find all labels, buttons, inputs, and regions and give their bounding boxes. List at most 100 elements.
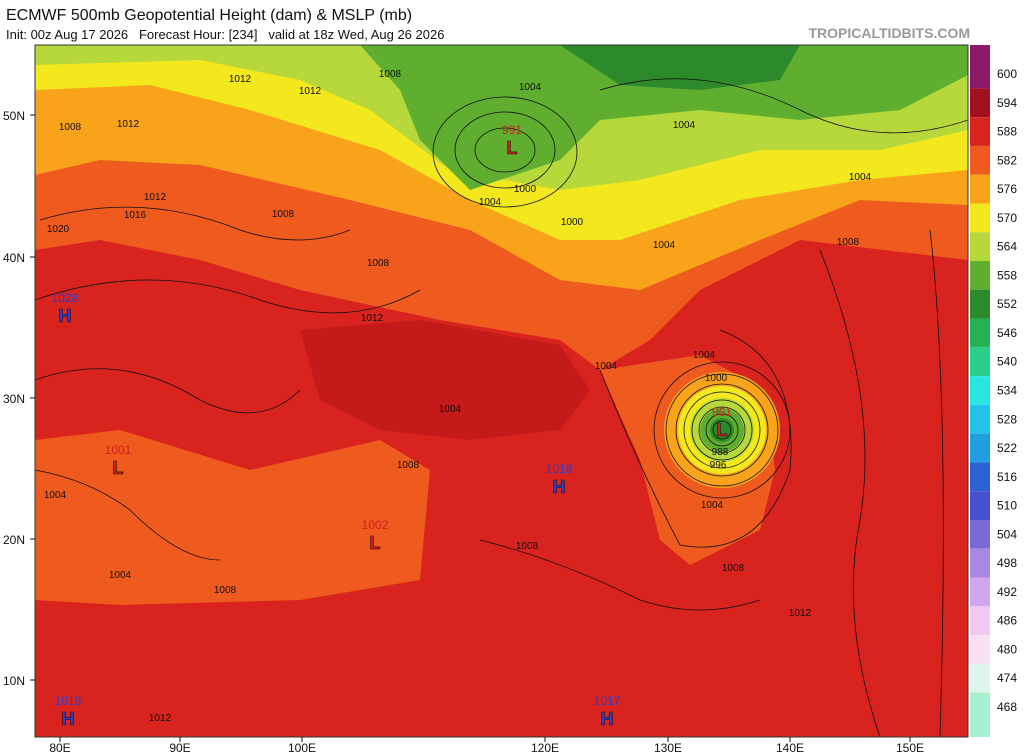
map <box>35 45 968 737</box>
isobar-label: 1008 <box>379 69 402 80</box>
band-558 <box>360 45 968 190</box>
colorbar-label: 570 <box>997 211 1017 225</box>
center-pressure: 961 <box>712 405 732 419</box>
colorbar-swatch <box>970 88 990 118</box>
isobar-label: 1004 <box>44 490 67 501</box>
center-letter: L <box>507 138 518 158</box>
isobar-label: 1012 <box>361 313 384 324</box>
colorbar-swatch <box>970 635 990 664</box>
center-letter: H <box>62 709 75 729</box>
isobar-label: 1012 <box>789 608 812 619</box>
isobar-label: 1012 <box>299 86 322 97</box>
isobar-label: 1000 <box>561 217 584 228</box>
subtitle: Init: 00z Aug 17 2026 Forecast Hour: [23… <box>6 27 444 42</box>
lon-label: 140E <box>776 741 804 755</box>
colorbar-label: 540 <box>997 355 1017 369</box>
colorbar-label: 504 <box>997 527 1017 541</box>
map-labels: 50N 40N 30N 20N 10N 80E 90E 100E 120E 130E 140E 150… <box>3 69 924 755</box>
colorbar-label: 564 <box>997 240 1017 254</box>
isobars <box>35 78 968 737</box>
colorbar-label: 552 <box>997 297 1017 311</box>
map-frame <box>34 44 969 738</box>
colorbar-label: 522 <box>997 441 1017 455</box>
colorbar-swatch <box>970 45 990 89</box>
colorbar-swatch <box>970 519 990 549</box>
colorbar-swatch <box>970 548 990 578</box>
colorbar-label: 558 <box>997 268 1017 282</box>
lat-label: 30N <box>3 392 25 406</box>
band-594 <box>300 320 590 440</box>
colorbar-swatch <box>970 462 990 492</box>
center-letter: H <box>601 709 614 729</box>
colorbar-label: 468 <box>997 700 1017 714</box>
isobar-label: 988 <box>712 447 729 458</box>
isobar-label: 1004 <box>701 500 724 511</box>
lon-label: 120E <box>531 741 559 755</box>
center-letter: L <box>370 533 381 553</box>
isobar-label: 1004 <box>519 82 542 93</box>
center-pressure: 991 <box>502 123 522 137</box>
colorbar-label: 576 <box>997 182 1017 196</box>
isobar-label: 1012 <box>149 713 172 724</box>
colorbar-swatch <box>970 232 990 262</box>
lat-label: 20N <box>3 533 25 547</box>
lat-label: 50N <box>3 109 25 123</box>
center-letter: H <box>553 477 566 497</box>
center-pressure: 1001 <box>105 443 132 457</box>
colorbar-label: 516 <box>997 470 1017 484</box>
band-552 <box>560 45 800 90</box>
isobar-label: 1008 <box>397 460 420 471</box>
isobar-label: 1004 <box>109 570 132 581</box>
colorbar-label: 486 <box>997 614 1017 628</box>
isobar-label: 1004 <box>673 120 696 131</box>
colorbar-swatch <box>970 663 990 693</box>
colorbar-label: 498 <box>997 556 1017 570</box>
lon-label: 130E <box>654 741 682 755</box>
isobar-label: 1004 <box>479 197 502 208</box>
colorbar-swatch <box>970 174 990 204</box>
colorbar-label: 492 <box>997 585 1017 599</box>
isobar-label: 1004 <box>849 172 872 183</box>
colorbar-label: 480 <box>997 642 1017 656</box>
isobar-label: 1004 <box>439 404 462 415</box>
colorbar-label: 534 <box>997 384 1017 398</box>
band-582 <box>35 430 430 605</box>
isobar-label: 1000 <box>514 184 537 195</box>
lon-label: 150E <box>896 741 924 755</box>
center-letter: L <box>113 458 124 478</box>
isobar-label: 1012 <box>117 119 140 130</box>
center-letter: L <box>717 420 728 440</box>
isobar-label: 1012 <box>144 192 167 203</box>
lon-label: 100E <box>288 741 316 755</box>
colorbar-swatch <box>970 692 990 737</box>
lon-label: 80E <box>49 741 70 755</box>
isobar-label: 1008 <box>837 237 860 248</box>
colorbar-label: 510 <box>997 499 1017 513</box>
center-letter: H <box>59 306 72 326</box>
lon-label: 90E <box>169 741 190 755</box>
center-pressure: 1018 <box>546 462 573 476</box>
colorbar-label: 600 <box>997 67 1017 81</box>
colorbar-label: 582 <box>997 153 1017 167</box>
colorbar-label: 546 <box>997 326 1017 340</box>
colorbar-label: 528 <box>997 412 1017 426</box>
colorbar-swatch <box>970 347 990 377</box>
colorbar-swatch <box>970 606 990 636</box>
isobar-label: 1008 <box>722 563 745 574</box>
isobar-label: 1012 <box>229 74 252 85</box>
isobar-label: 1020 <box>47 224 70 235</box>
isobar-label: 1016 <box>124 210 147 221</box>
center-pressure: 1017 <box>594 694 621 708</box>
lat-label: 10N <box>3 674 25 688</box>
center-pressure: 1002 <box>362 518 389 532</box>
isobar-label: 1008 <box>367 258 390 269</box>
isobar-label: 996 <box>710 460 727 471</box>
title: ECMWF 500mb Geopotential Height (dam) & … <box>6 7 412 24</box>
center-pressure: 1028 <box>52 291 79 305</box>
colorbar-label: 474 <box>997 671 1017 685</box>
lat-label: 40N <box>3 251 25 265</box>
isobar-label: 1000 <box>705 373 728 384</box>
colorbar: 600 594 588 582 576 570 564 558 552 546 540 534 528 5… <box>970 45 1017 737</box>
colorbar-swatch <box>970 404 990 434</box>
